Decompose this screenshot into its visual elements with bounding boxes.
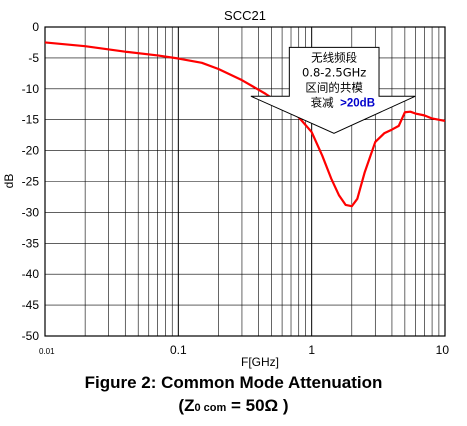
series-layer xyxy=(44,41,446,208)
chart-grid xyxy=(45,27,445,336)
y-tick-label: 0 xyxy=(32,20,39,34)
annotation-arrow xyxy=(250,46,416,134)
y-tick-label: -45 xyxy=(22,298,40,312)
x-tick-label: 0.1 xyxy=(170,343,187,357)
x-tick-label: 0.01 xyxy=(39,347,55,356)
chart-title: SCC21 xyxy=(224,8,266,23)
x-tick-label: 10 xyxy=(436,343,450,357)
caption-subscript: 0 com xyxy=(194,402,227,414)
y-tick-label: -40 xyxy=(22,267,40,281)
annotation-line: 区间的共模 xyxy=(305,81,363,95)
y-axis-label: dB xyxy=(2,174,16,189)
x-tick-label: 1 xyxy=(308,343,315,357)
y-tick-label: -20 xyxy=(22,144,40,158)
annotation-line: 无线频段 xyxy=(311,51,357,65)
y-tick-label: -5 xyxy=(28,51,39,65)
y-tick-label: -30 xyxy=(22,205,40,219)
figure-caption: Figure 2: Common Mode Attenuation xyxy=(84,373,383,392)
annotation-line: 0.8-2.5GHz xyxy=(302,66,366,80)
caption-prefix: (Z xyxy=(178,396,195,415)
annotation-line: 衰减 xyxy=(311,96,334,110)
plot-frame xyxy=(44,26,446,337)
figure-caption-impedance: (Z0 com = 50Ω ) xyxy=(0,396,467,416)
y-tick-label: -15 xyxy=(22,113,40,127)
y-axis-ticks: 0 -5 -10 -15 -20 -25 -30 -35 -40 -45 -50 xyxy=(22,20,40,343)
scc21-curve xyxy=(44,41,446,208)
caption-suffix: = 50Ω ) xyxy=(226,396,289,415)
y-tick-label: -25 xyxy=(22,175,40,189)
x-axis-label: F[GHz] xyxy=(241,355,279,369)
scc21-chart: 0 -5 -10 -15 -20 -25 -30 -35 -40 -45 -50 0.01 0.1 1 1… xyxy=(2,8,449,369)
x-axis-ticks: 0.01 0.1 1 10 xyxy=(39,343,449,357)
y-tick-label: -35 xyxy=(22,236,40,250)
y-tick-label: -50 xyxy=(22,329,40,343)
y-tick-label: -10 xyxy=(22,82,40,96)
annotation-highlight: >20dB xyxy=(340,98,375,110)
